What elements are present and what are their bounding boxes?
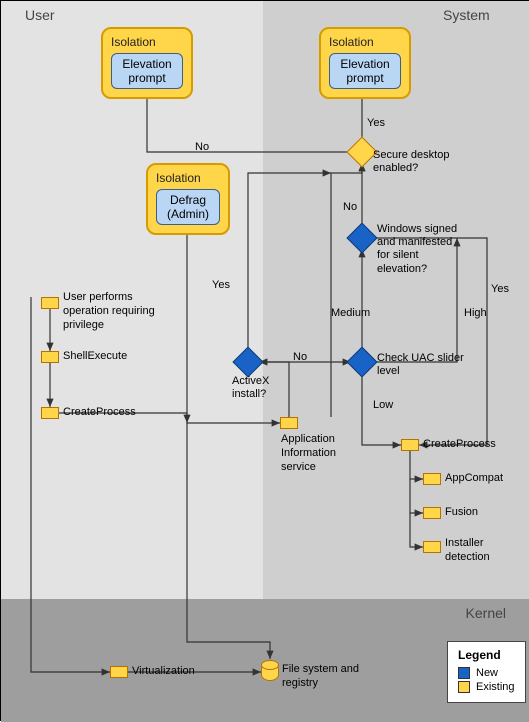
decision-uac-slider-label: Check UAC slider level [377,352,464,378]
proc-installer-detection [423,541,441,553]
decision-activex-label: ActiveX install? [232,375,269,401]
proc-createprocess-user [41,407,59,419]
proc-appcompat-label: AppCompat [445,472,503,486]
proc-shellexecute [41,351,59,363]
proc-app-info-service-label: Application Information service [281,433,336,474]
legend-label-existing: Existing [476,681,515,693]
edge-label-uac-high: High [464,307,487,319]
legend: Legend New Existing [447,641,526,703]
defrag-pill: Defrag (Admin) [156,189,220,225]
proc-appcompat [423,473,441,485]
db-file-system-registry-label: File system and registry [282,663,359,691]
proc-app-info-service [280,417,298,429]
isolation-user-prompt: Isolation Elevation prompt [101,27,193,99]
elevation-prompt-pill: Elevation prompt [111,53,183,89]
proc-createprocess-user-label: CreateProcess [63,406,136,420]
legend-label-new: New [476,667,498,679]
proc-user-op-label: User performs operation requiring privil… [63,291,155,332]
proc-virtualization [110,666,128,678]
db-file-system-registry [261,663,279,681]
proc-createprocess-system [401,439,419,451]
edge-label-sd-no: No [195,141,209,153]
zone-kernel-label: Kernel [466,605,506,621]
edge-label-ax-yes: Yes [212,279,230,291]
edge-label-ws-no: No [343,201,357,213]
edge-label-uac-low: Low [373,399,393,411]
isolation-title: Isolation [111,33,183,53]
edge-label-ws-yes: Yes [491,283,509,295]
legend-title: Legend [458,648,515,662]
proc-shellexecute-label: ShellExecute [63,350,127,364]
legend-item-new: New [458,666,515,680]
isolation-title: Isolation [156,169,220,189]
legend-swatch-existing [458,681,470,693]
legend-swatch-new [458,667,470,679]
edge-label-ax-no: No [293,351,307,363]
elevation-prompt-pill: Elevation prompt [329,53,401,89]
diagram-canvas: User System Kernel [0,0,529,721]
isolation-defrag: Isolation Defrag (Admin) [146,163,230,235]
isolation-system-prompt: Isolation Elevation prompt [319,27,411,99]
isolation-title: Isolation [329,33,401,53]
proc-fusion-label: Fusion [445,506,478,520]
zone-system-label: System [443,7,490,23]
zone-user-label: User [25,7,55,23]
decision-windows-signed-label: Windows signed and manifested for silent… [377,223,457,276]
proc-createprocess-system-label: CreateProcess [423,438,496,452]
proc-user-op [41,297,59,309]
proc-fusion [423,507,441,519]
decision-secure-desktop-label: Secure desktop enabled? [373,149,449,175]
proc-installer-detection-label: Installer detection [445,537,490,565]
proc-virtualization-label: Virtualization [132,665,195,679]
edge-label-sd-yes: Yes [367,117,385,129]
edge-label-uac-medium: Medium [331,307,370,319]
legend-item-existing: Existing [458,680,515,694]
